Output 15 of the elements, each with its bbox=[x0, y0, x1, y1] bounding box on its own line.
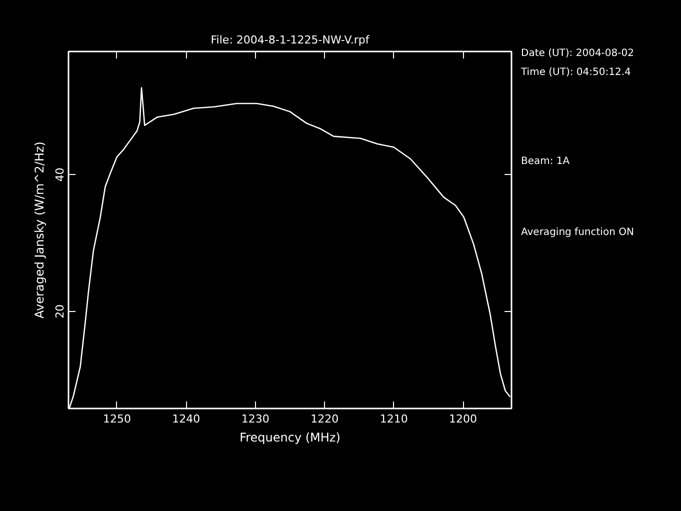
y-tick-label: 20 bbox=[54, 304, 66, 318]
text: Beam: 1A bbox=[521, 155, 570, 169]
y-axis-title: Averaged Jansky (W/m^2/Hz) bbox=[32, 142, 46, 318]
x-tick-label: 1220 bbox=[310, 412, 339, 426]
text: Date (UT): 2004-08-02 bbox=[521, 47, 634, 61]
chart-title: File: 2004-8-1-1225-NW-V.rpf bbox=[210, 34, 370, 46]
x-tick-label: 1230 bbox=[241, 412, 270, 426]
x-tick-label: 1210 bbox=[380, 412, 408, 426]
x-tick-label: 1250 bbox=[102, 412, 131, 426]
text: Time (UT): 04:50:12.4 bbox=[521, 66, 631, 80]
y-tick-label: 40 bbox=[54, 168, 66, 182]
x-tick-label: 1240 bbox=[172, 412, 200, 426]
x-axis-title: Frequency (MHz) bbox=[240, 430, 340, 444]
x-tick-label: 1200 bbox=[449, 412, 478, 426]
text: Averaging function ON bbox=[521, 226, 634, 240]
